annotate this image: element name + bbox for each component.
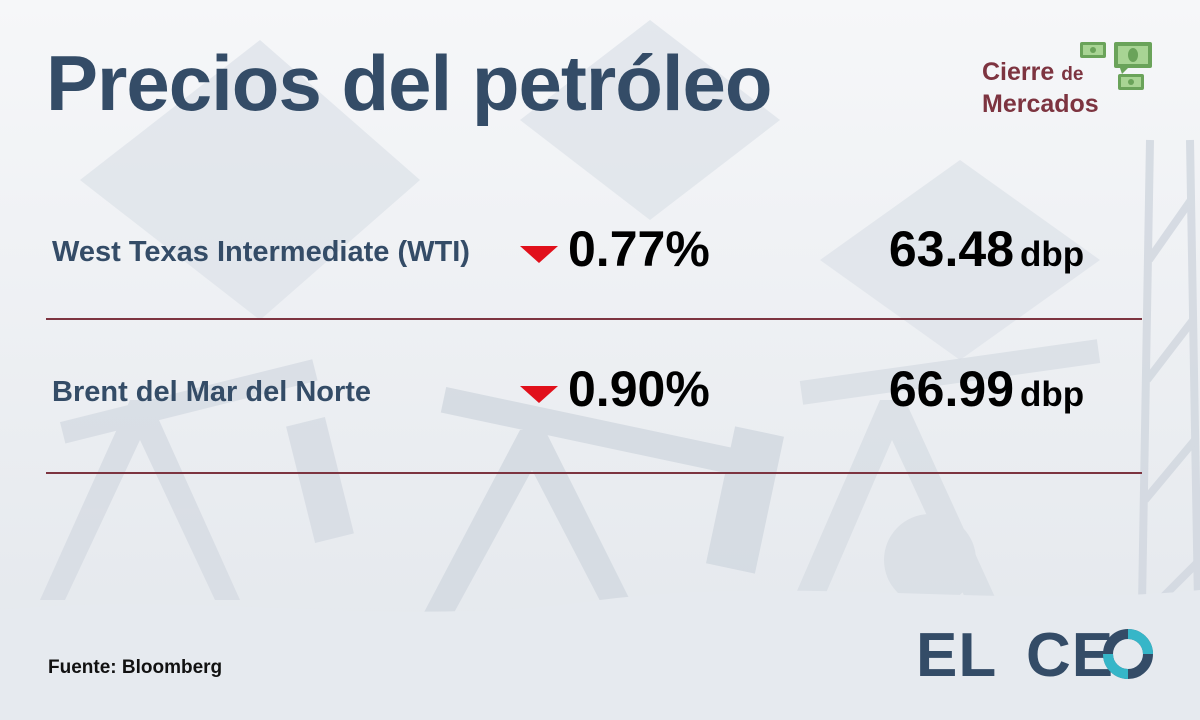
oil-row-wti: West Texas Intermediate (WTI) 0.77% 63.4… bbox=[0, 218, 1200, 288]
logo-text-el: EL bbox=[916, 621, 998, 690]
oil-row-brent: Brent del Mar del Norte 0.90% 66.99 dbp bbox=[0, 358, 1200, 428]
pumpjack-center bbox=[420, 387, 785, 620]
oil-name: Brent del Mar del Norte bbox=[52, 376, 372, 408]
price-value: 63.48 bbox=[888, 221, 1014, 277]
cierre-de-mercados-badge: Cierre de Mercados bbox=[982, 40, 1162, 120]
change-percent: 0.77% bbox=[568, 221, 710, 277]
price-unit: dbp bbox=[1020, 235, 1085, 274]
oil-name: West Texas Intermediate (WTI) bbox=[52, 236, 470, 268]
badge-mercados-text: Mercados bbox=[982, 90, 1099, 118]
price-value: 66.99 bbox=[888, 361, 1014, 417]
logo-o-ring-icon bbox=[1103, 629, 1153, 679]
down-arrow-icon bbox=[520, 386, 558, 403]
row-divider bbox=[46, 318, 1142, 320]
badge-de-text: de bbox=[1061, 64, 1084, 85]
down-arrow-icon bbox=[520, 246, 558, 263]
badge-line-1: Cierre de bbox=[982, 58, 1083, 87]
page-title: Precios del petróleo bbox=[46, 39, 773, 127]
change-percent: 0.90% bbox=[568, 361, 710, 417]
price-unit: dbp bbox=[1020, 375, 1085, 414]
source-note: Fuente: Bloomberg bbox=[48, 657, 223, 678]
badge-cierre-text: Cierre bbox=[982, 58, 1055, 86]
el-ceo-logo: EL CE bbox=[916, 620, 1166, 690]
pumpjack-left bbox=[40, 359, 354, 600]
logo-text-ce: CE bbox=[1026, 621, 1115, 690]
money-bills-icon bbox=[1080, 42, 1152, 90]
row-divider bbox=[46, 472, 1142, 474]
